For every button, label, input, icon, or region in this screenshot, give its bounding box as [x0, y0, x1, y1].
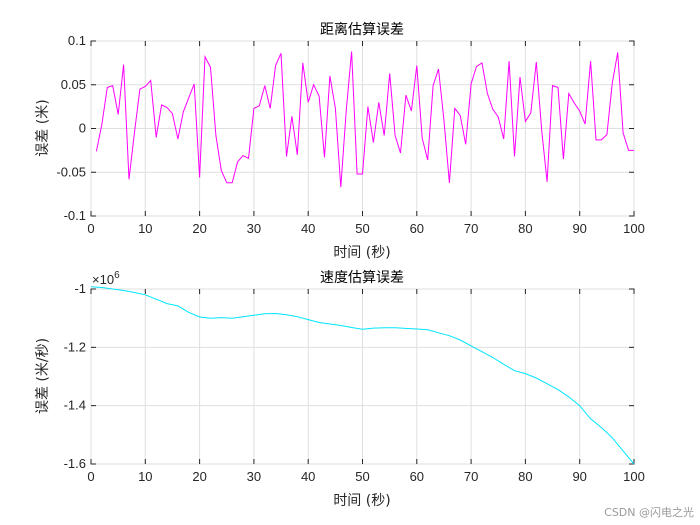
speed-ytick-label: -1.4	[64, 398, 86, 413]
speed-xtick-label: 70	[464, 469, 478, 484]
speed-ytick-label: -1.6	[64, 456, 86, 471]
distance-ytick-label: 0.1	[68, 33, 86, 48]
distance-xtick-label: 70	[464, 221, 478, 236]
speed-xtick-label: 30	[247, 469, 261, 484]
speed-xtick-label: 50	[355, 469, 369, 484]
speed-ytick-label: -1.2	[64, 339, 86, 354]
distance-xtick-label: 10	[138, 221, 152, 236]
distance-ytick-label: -0.05	[56, 164, 86, 179]
scale-base: ×10	[92, 272, 114, 287]
distance-xtick-label: 30	[247, 221, 261, 236]
speed-plot-scale-factor: ×106	[92, 270, 120, 287]
speed-ytick-label: -1	[74, 281, 86, 296]
speed-error-plot: 0 10 20 30 40 50 60 70 80 90 100 -1.6 -1.4 -1.2 -1 速度估…	[35, 270, 645, 509]
distance-plot-xlabel: 时间 (秒)	[333, 245, 390, 261]
speed-xtick-label: 80	[518, 469, 532, 484]
distance-ytick-label: 0	[79, 121, 86, 136]
speed-plot-ylabel: 误差 (米/秒)	[35, 338, 51, 414]
speed-plot-title: 速度估算误差	[320, 270, 404, 286]
distance-xtick-label: 0	[87, 221, 94, 236]
distance-error-plot: 0 10 20 30 40 50 60 70 80 90 100-0.1-0.0500.050.1 …	[35, 21, 645, 261]
distance-ytick-label: 0.05	[61, 77, 86, 92]
speed-xtick-label: 20	[192, 469, 206, 484]
distance-xtick-label: 100	[623, 221, 645, 236]
speed-xtick-label: 0	[87, 469, 94, 484]
distance-plot-ylabel: 误差 (米)	[35, 99, 51, 156]
distance-xtick-label: 80	[518, 221, 532, 236]
scale-power: 6	[114, 270, 120, 281]
distance-xtick-label: 50	[355, 221, 369, 236]
speed-plot-ticks: 0 10 20 30 40 50 60 70 80 90 100 -1.6 -1.4 -1.2 -1	[64, 281, 645, 484]
distance-plot-ticks: 0 10 20 30 40 50 60 70 80 90 100 -0.1 -0.05 0 0.05 0.1	[56, 33, 644, 236]
watermark: CSDN @闪电之光	[604, 505, 694, 519]
speed-error-line	[90, 286, 635, 465]
distance-xtick-label: 90	[572, 221, 586, 236]
speed-plot-xlabel: 时间 (秒)	[333, 493, 390, 509]
distance-error-line	[95, 51, 634, 188]
speed-xtick-label: 40	[301, 469, 315, 484]
distance-ytick-label: -0.1	[64, 208, 86, 223]
distance-xtick-label: 40	[301, 221, 315, 236]
distance-xtick-label: 60	[410, 221, 424, 236]
distance-xtick-label: 20	[192, 221, 206, 236]
speed-xtick-label: 60	[410, 469, 424, 484]
distance-plot-title: 距离估算误差	[320, 21, 404, 38]
speed-xtick-label: 10	[138, 469, 152, 484]
speed-xtick-label: 100	[623, 469, 645, 484]
speed-xtick-label: 90	[572, 469, 586, 484]
